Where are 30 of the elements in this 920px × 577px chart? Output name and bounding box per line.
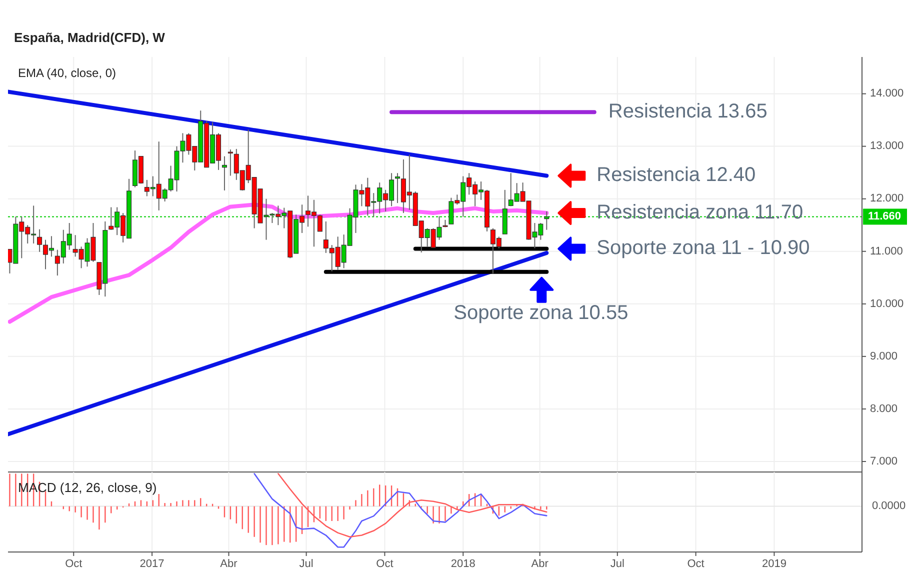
annotation: Resistencia 13.65 xyxy=(608,100,768,122)
annotation: Soporte zona 11 - 10.90 xyxy=(596,237,810,260)
y-tick-label: 7.000 xyxy=(870,455,898,468)
ref-line-label: 11.660 xyxy=(868,210,902,223)
x-tick-label: 2018 xyxy=(450,558,476,570)
candlestick xyxy=(228,148,233,176)
annotation: EMA (40, close, 0) xyxy=(18,66,116,80)
x-tick-label: Jul xyxy=(610,558,624,570)
y-tick-label: 9.000 xyxy=(870,350,898,362)
x-tick-label: Abr xyxy=(220,558,238,570)
x-tick-label: 2019 xyxy=(762,558,786,570)
x-tick-label: 2017 xyxy=(140,558,164,570)
annotation: Resistencia 12.40 xyxy=(596,164,756,186)
y-tick-label: 8.000 xyxy=(870,402,898,415)
candlestick xyxy=(395,172,400,204)
y-tick-label: 12.000 xyxy=(870,192,904,205)
x-tick-label: Jul xyxy=(299,558,314,570)
ref-line-label: 0.0000 xyxy=(872,500,906,512)
annotation: Resistencia zona 11.70 xyxy=(596,201,804,224)
y-tick-label: 14.000 xyxy=(870,88,904,100)
y-tick-label: 11.000 xyxy=(870,245,903,258)
y-tick-label: 13.000 xyxy=(870,140,904,152)
x-tick-label: Oct xyxy=(687,558,704,570)
x-tick-label: Abr xyxy=(531,558,549,570)
x-tick-label: Oct xyxy=(376,558,394,570)
x-tick-label: Oct xyxy=(65,558,82,570)
candlestick xyxy=(222,156,227,191)
y-tick-label: 10.000 xyxy=(870,298,904,310)
annotation: Soporte zona 10.55 xyxy=(454,302,628,324)
chart-title: España, Madrid(CFD), W xyxy=(14,30,166,45)
